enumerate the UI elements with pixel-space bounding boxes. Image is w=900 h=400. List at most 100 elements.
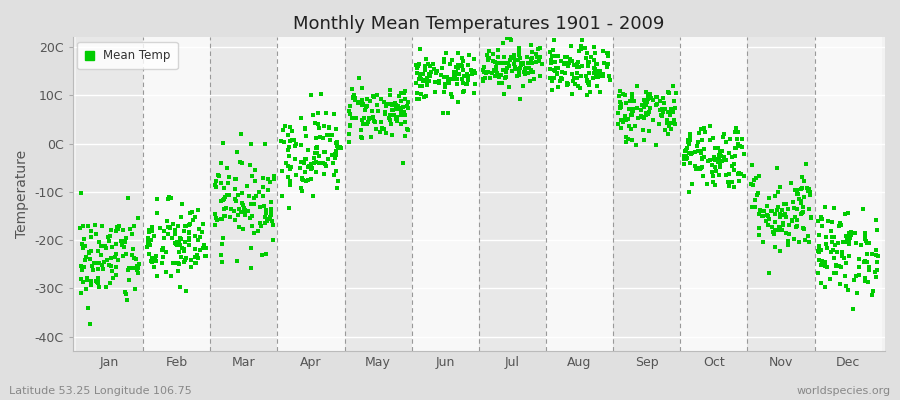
Point [115, 240, 130, 246]
Point [764, 223, 778, 230]
Point [691, 164, 706, 171]
Point [298, 126, 312, 133]
Point [228, 176, 242, 182]
Point [217, 185, 231, 192]
Point [261, 186, 275, 193]
Point [625, 107, 639, 113]
Point [410, 95, 424, 102]
Point [818, 203, 832, 210]
Point [250, 228, 265, 234]
Point [681, 136, 696, 143]
Point [287, 136, 302, 143]
Point [533, 73, 547, 80]
Point [770, 207, 785, 214]
Point [786, 199, 800, 206]
Point [384, 132, 399, 138]
Point [208, 222, 222, 228]
Point [360, 103, 374, 109]
Point [214, 216, 229, 222]
Text: worldspecies.org: worldspecies.org [796, 386, 891, 396]
Point [267, 176, 282, 183]
Point [757, 208, 771, 214]
Point [697, 125, 711, 132]
Point [796, 194, 811, 200]
Point [194, 246, 208, 253]
Point [223, 214, 238, 220]
Point [467, 68, 482, 74]
Point [858, 278, 872, 284]
Point [122, 226, 137, 232]
Point [389, 106, 403, 112]
Point [778, 212, 793, 218]
Point [649, 142, 663, 148]
Bar [211, 37, 277, 351]
Point [108, 228, 122, 235]
Point [368, 119, 382, 126]
Point [466, 90, 481, 96]
Point [517, 69, 531, 76]
Point [614, 125, 628, 132]
Point [796, 226, 811, 232]
Point [508, 66, 522, 72]
Point [728, 145, 742, 152]
Point [653, 107, 668, 114]
Point [331, 178, 346, 184]
Point [580, 50, 594, 56]
Point [622, 105, 636, 112]
Point [266, 218, 280, 224]
Point [760, 203, 775, 209]
Point [849, 272, 863, 279]
Point [610, 121, 625, 127]
Point [79, 286, 94, 292]
Point [535, 60, 549, 67]
Point [519, 54, 534, 60]
Point [112, 223, 127, 229]
Point [148, 257, 163, 264]
Point [264, 212, 278, 218]
Point [713, 148, 727, 154]
Point [215, 241, 230, 248]
Point [415, 83, 429, 89]
Point [110, 224, 124, 231]
Point [441, 110, 455, 116]
Point [785, 216, 799, 223]
Point [306, 112, 320, 118]
Point [702, 122, 716, 129]
Point [712, 172, 726, 178]
Point [637, 137, 652, 144]
Point [92, 238, 106, 245]
Point [263, 179, 277, 186]
Point [172, 240, 186, 246]
Point [214, 252, 229, 258]
Point [174, 254, 188, 261]
Point [585, 74, 599, 81]
Point [518, 64, 533, 71]
Point [158, 228, 172, 234]
Point [118, 289, 132, 296]
Point [767, 230, 781, 237]
Point [801, 239, 815, 245]
Point [769, 211, 783, 218]
Point [90, 279, 104, 285]
Point [814, 262, 828, 268]
Point [707, 145, 722, 152]
Point [450, 81, 464, 87]
Point [682, 150, 697, 156]
Point [422, 78, 436, 84]
Point [76, 264, 91, 270]
Point [130, 265, 145, 272]
Point [851, 264, 866, 270]
Point [410, 90, 424, 96]
Point [381, 100, 395, 107]
Point [529, 54, 544, 61]
Point [621, 123, 635, 129]
Point [388, 100, 402, 106]
Point [214, 160, 229, 166]
Point [654, 113, 669, 119]
Point [811, 218, 825, 224]
Point [432, 78, 446, 85]
Point [712, 152, 726, 158]
Point [355, 85, 369, 91]
Point [198, 245, 212, 251]
Point [228, 196, 242, 202]
